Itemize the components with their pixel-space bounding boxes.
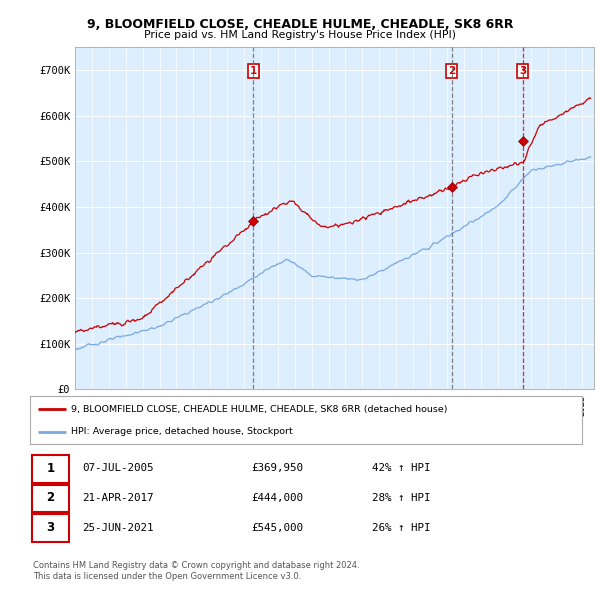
- Text: 1: 1: [250, 66, 257, 76]
- Text: This data is licensed under the Open Government Licence v3.0.: This data is licensed under the Open Gov…: [33, 572, 301, 581]
- FancyBboxPatch shape: [32, 514, 69, 542]
- Text: 3: 3: [519, 66, 526, 76]
- Text: Contains HM Land Registry data © Crown copyright and database right 2024.: Contains HM Land Registry data © Crown c…: [33, 560, 359, 569]
- FancyBboxPatch shape: [32, 455, 69, 483]
- Text: 21-APR-2017: 21-APR-2017: [82, 493, 154, 503]
- Text: £369,950: £369,950: [251, 463, 303, 473]
- Text: 07-JUL-2005: 07-JUL-2005: [82, 463, 154, 473]
- FancyBboxPatch shape: [32, 484, 69, 512]
- Text: £545,000: £545,000: [251, 523, 303, 533]
- Text: 26% ↑ HPI: 26% ↑ HPI: [372, 523, 431, 533]
- Text: 9, BLOOMFIELD CLOSE, CHEADLE HULME, CHEADLE, SK8 6RR (detached house): 9, BLOOMFIELD CLOSE, CHEADLE HULME, CHEA…: [71, 405, 448, 414]
- Text: HPI: Average price, detached house, Stockport: HPI: Average price, detached house, Stoc…: [71, 427, 293, 437]
- Text: 2: 2: [448, 66, 455, 76]
- Text: 28% ↑ HPI: 28% ↑ HPI: [372, 493, 431, 503]
- Text: 9, BLOOMFIELD CLOSE, CHEADLE HULME, CHEADLE, SK8 6RR: 9, BLOOMFIELD CLOSE, CHEADLE HULME, CHEA…: [87, 18, 513, 31]
- Text: £444,000: £444,000: [251, 493, 303, 503]
- Text: 42% ↑ HPI: 42% ↑ HPI: [372, 463, 431, 473]
- Text: 3: 3: [46, 521, 55, 534]
- Text: 25-JUN-2021: 25-JUN-2021: [82, 523, 154, 533]
- Text: 1: 1: [46, 462, 55, 475]
- Text: 2: 2: [46, 491, 55, 504]
- Text: Price paid vs. HM Land Registry's House Price Index (HPI): Price paid vs. HM Land Registry's House …: [144, 30, 456, 40]
